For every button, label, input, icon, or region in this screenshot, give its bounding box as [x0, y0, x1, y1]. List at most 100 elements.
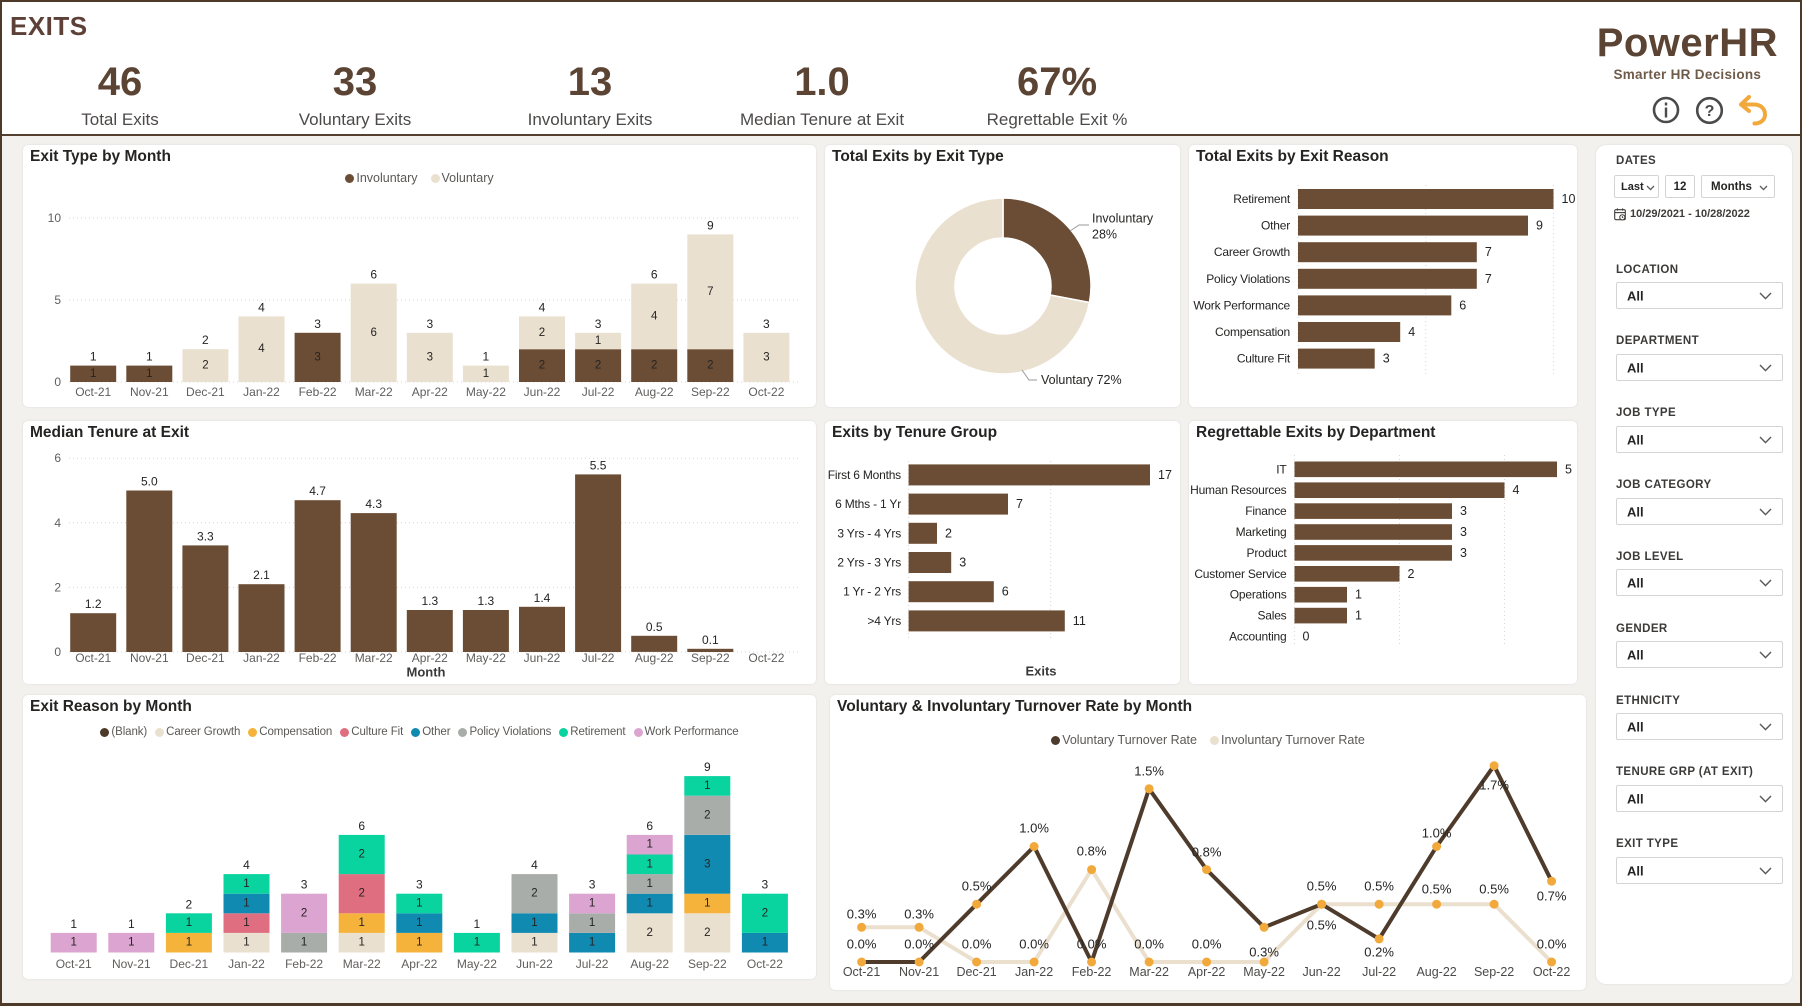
svg-text:4: 4 — [651, 310, 658, 322]
svg-text:2: 2 — [595, 360, 601, 372]
svg-text:0.0%: 0.0% — [904, 937, 934, 952]
svg-text:0.5%: 0.5% — [1364, 879, 1394, 894]
svg-text:0.5%: 0.5% — [1422, 882, 1452, 897]
svg-text:Aug-22: Aug-22 — [635, 385, 674, 399]
svg-text:Marketing: Marketing — [1236, 525, 1287, 539]
svg-text:0.8%: 0.8% — [1077, 844, 1107, 859]
svg-text:1: 1 — [646, 878, 652, 890]
svg-text:0: 0 — [1303, 630, 1310, 644]
svg-text:4.3: 4.3 — [365, 497, 382, 511]
svg-text:Compensation: Compensation — [1215, 325, 1290, 339]
svg-text:6: 6 — [1002, 585, 1009, 599]
svg-text:0.0%: 0.0% — [1019, 937, 1049, 952]
svg-text:2: 2 — [651, 360, 657, 372]
svg-text:0.5%: 0.5% — [1479, 882, 1509, 897]
svg-text:2: 2 — [707, 360, 713, 372]
svg-text:3: 3 — [959, 556, 966, 570]
svg-text:Mar-22: Mar-22 — [1129, 965, 1169, 979]
svg-text:Jul-22: Jul-22 — [1362, 965, 1396, 979]
svg-text:17: 17 — [1158, 468, 1172, 482]
svg-text:1: 1 — [1355, 588, 1362, 602]
svg-text:4: 4 — [258, 300, 265, 314]
svg-text:4: 4 — [1408, 325, 1415, 339]
svg-text:Nov-21: Nov-21 — [130, 651, 169, 665]
svg-text:3: 3 — [1383, 352, 1390, 366]
svg-text:Oct-22: Oct-22 — [748, 651, 784, 665]
svg-text:3: 3 — [416, 878, 423, 892]
svg-text:Apr-22: Apr-22 — [412, 385, 448, 399]
svg-text:0.5%: 0.5% — [962, 879, 992, 894]
svg-text:Sep-22: Sep-22 — [691, 651, 730, 665]
svg-text:4: 4 — [1513, 483, 1520, 497]
svg-text:2: 2 — [202, 333, 209, 347]
svg-text:6: 6 — [646, 819, 653, 833]
svg-text:1: 1 — [483, 368, 489, 380]
svg-text:Jul-22: Jul-22 — [582, 385, 615, 399]
svg-text:3: 3 — [427, 351, 433, 363]
svg-text:2: 2 — [1408, 567, 1415, 581]
svg-text:Culture Fit: Culture Fit — [1237, 352, 1291, 366]
svg-text:Nov-21: Nov-21 — [112, 957, 151, 971]
svg-text:1: 1 — [416, 917, 422, 929]
svg-text:Jul-22: Jul-22 — [582, 651, 615, 665]
svg-text:7: 7 — [1485, 272, 1492, 286]
svg-text:May-22: May-22 — [466, 385, 506, 399]
svg-text:1.2: 1.2 — [85, 597, 102, 611]
svg-text:1: 1 — [146, 350, 153, 364]
svg-text:0: 0 — [54, 375, 61, 389]
svg-text:2: 2 — [202, 360, 208, 372]
svg-text:Jun-22: Jun-22 — [524, 385, 561, 399]
svg-text:1: 1 — [483, 350, 490, 364]
svg-text:1: 1 — [646, 898, 652, 910]
svg-text:2: 2 — [531, 888, 537, 900]
svg-text:1: 1 — [646, 858, 652, 870]
svg-text:1: 1 — [128, 937, 134, 949]
svg-text:Sep-22: Sep-22 — [691, 385, 730, 399]
svg-text:2: 2 — [762, 907, 768, 919]
svg-text:1.0%: 1.0% — [1422, 826, 1452, 841]
svg-text:Apr-22: Apr-22 — [412, 651, 448, 665]
svg-text:1: 1 — [646, 839, 652, 851]
svg-text:4: 4 — [539, 300, 546, 314]
svg-text:4: 4 — [531, 858, 538, 872]
svg-text:1.4: 1.4 — [534, 591, 551, 605]
svg-text:3: 3 — [762, 878, 769, 892]
svg-text:0: 0 — [54, 645, 61, 659]
svg-text:Career Growth: Career Growth — [1214, 245, 1290, 259]
svg-text:0.5: 0.5 — [646, 620, 663, 634]
svg-text:0.3%: 0.3% — [1249, 945, 1279, 960]
svg-text:Voluntary 72%: Voluntary 72% — [1041, 373, 1122, 387]
svg-text:2 Yrs - 3 Yrs: 2 Yrs - 3 Yrs — [837, 556, 901, 570]
svg-text:2: 2 — [704, 927, 710, 939]
svg-text:5: 5 — [54, 293, 61, 307]
svg-text:1 Yr - 2 Yrs: 1 Yr - 2 Yrs — [843, 585, 901, 599]
svg-text:May-22: May-22 — [1243, 965, 1285, 979]
svg-text:1: 1 — [243, 878, 249, 890]
svg-text:Policy Violations: Policy Violations — [1206, 272, 1290, 286]
svg-text:0.5%: 0.5% — [1307, 918, 1337, 933]
svg-text:1: 1 — [146, 368, 152, 380]
svg-text:Sep-22: Sep-22 — [1474, 965, 1514, 979]
svg-text:3 Yrs - 4 Yrs: 3 Yrs - 4 Yrs — [837, 526, 901, 540]
svg-text:Human Resources: Human Resources — [1190, 483, 1287, 497]
svg-text:0.0%: 0.0% — [1134, 937, 1164, 952]
svg-text:Jan-22: Jan-22 — [243, 385, 280, 399]
svg-text:7: 7 — [1485, 245, 1492, 259]
svg-text:1: 1 — [531, 937, 537, 949]
svg-text:2: 2 — [539, 327, 545, 339]
svg-text:0.5%: 0.5% — [1307, 879, 1337, 894]
svg-text:Work Performance: Work Performance — [1193, 298, 1290, 312]
svg-text:Feb-22: Feb-22 — [299, 651, 337, 665]
svg-text:2: 2 — [704, 809, 710, 821]
svg-text:3: 3 — [314, 317, 321, 331]
svg-text:1: 1 — [474, 917, 481, 931]
svg-text:Involuntary: Involuntary — [1092, 212, 1154, 226]
svg-text:4: 4 — [243, 858, 250, 872]
svg-text:4: 4 — [54, 516, 61, 530]
svg-text:2: 2 — [301, 907, 307, 919]
svg-text:Jan-22: Jan-22 — [1015, 965, 1053, 979]
svg-text:Aug-22: Aug-22 — [630, 957, 669, 971]
svg-text:0.3%: 0.3% — [847, 907, 877, 922]
svg-text:First 6 Months: First 6 Months — [828, 468, 901, 482]
svg-text:3: 3 — [301, 878, 308, 892]
